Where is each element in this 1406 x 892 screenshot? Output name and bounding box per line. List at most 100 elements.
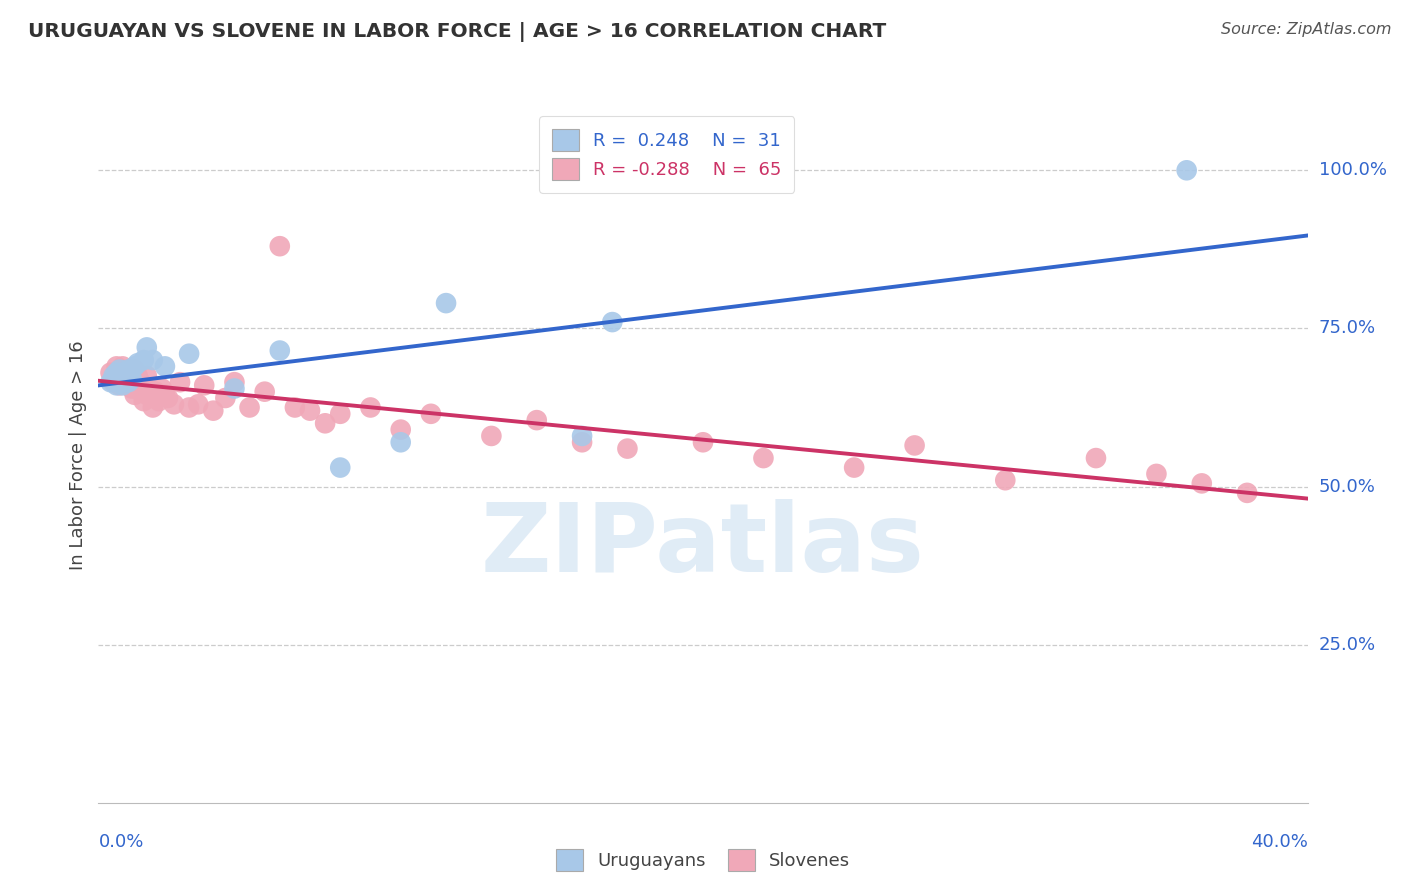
Point — [142, 401, 165, 415]
Point — [253, 384, 276, 399]
Point — [142, 388, 165, 402]
Point — [114, 366, 136, 380]
Text: URUGUAYAN VS SLOVENE IN LABOR FORCE | AGE > 16 CORRELATION CHART: URUGUAYAN VS SLOVENE IN LABOR FORCE | AG… — [28, 22, 886, 42]
Point — [163, 397, 186, 411]
Point — [105, 359, 128, 374]
Point — [616, 442, 638, 456]
Point — [602, 315, 624, 329]
Point — [121, 382, 143, 396]
Point — [214, 391, 236, 405]
Point — [135, 340, 157, 354]
Text: 100.0%: 100.0% — [1319, 161, 1386, 179]
Point — [124, 362, 146, 376]
Point — [108, 375, 131, 389]
Point — [108, 362, 131, 376]
Point — [224, 375, 246, 389]
Point — [129, 384, 152, 399]
Point — [108, 368, 131, 383]
Point — [121, 372, 143, 386]
Point — [360, 401, 382, 415]
Text: 50.0%: 50.0% — [1319, 477, 1375, 496]
Point — [150, 382, 173, 396]
Point — [419, 407, 441, 421]
Point — [177, 347, 201, 361]
Point — [239, 401, 262, 415]
Point — [904, 438, 927, 452]
Point — [118, 375, 141, 389]
Point — [114, 372, 136, 386]
Point — [114, 366, 136, 380]
Point — [481, 429, 503, 443]
Point — [571, 435, 593, 450]
Text: 75.0%: 75.0% — [1319, 319, 1376, 337]
Point — [139, 384, 162, 399]
Text: 40.0%: 40.0% — [1251, 833, 1308, 851]
Point — [111, 372, 134, 386]
Point — [100, 375, 122, 389]
Point — [145, 384, 167, 399]
Point — [118, 362, 141, 376]
Point — [118, 362, 141, 376]
Point — [118, 378, 141, 392]
Point — [193, 378, 215, 392]
Point — [389, 435, 412, 450]
Point — [105, 366, 128, 380]
Point — [1236, 486, 1258, 500]
Point — [1144, 467, 1167, 481]
Point — [202, 403, 225, 417]
Point — [153, 359, 176, 374]
Text: ZIPatlas: ZIPatlas — [481, 499, 925, 592]
Point — [571, 429, 593, 443]
Point — [224, 382, 246, 396]
Point — [100, 366, 122, 380]
Point — [844, 460, 866, 475]
Point — [169, 375, 191, 389]
Point — [1191, 476, 1213, 491]
Point — [142, 353, 165, 368]
Point — [103, 368, 125, 383]
Point — [132, 353, 155, 368]
Point — [108, 378, 131, 392]
Point — [111, 359, 134, 374]
Point — [329, 460, 352, 475]
Point — [132, 378, 155, 392]
Legend: R =  0.248    N =  31, R = -0.288    N =  65: R = 0.248 N = 31, R = -0.288 N = 65 — [538, 116, 794, 193]
Point — [118, 375, 141, 389]
Point — [1175, 163, 1198, 178]
Point — [103, 372, 125, 386]
Point — [752, 451, 775, 466]
Point — [994, 473, 1017, 487]
Text: 0.0%: 0.0% — [98, 833, 143, 851]
Point — [105, 366, 128, 380]
Point — [135, 388, 157, 402]
Text: Source: ZipAtlas.com: Source: ZipAtlas.com — [1222, 22, 1392, 37]
Point — [269, 239, 291, 253]
Point — [314, 417, 336, 431]
Point — [1085, 451, 1108, 466]
Y-axis label: In Labor Force | Age > 16: In Labor Force | Age > 16 — [69, 340, 87, 570]
Point — [124, 378, 146, 392]
Point — [124, 388, 146, 402]
Point — [389, 423, 412, 437]
Point — [132, 394, 155, 409]
Point — [156, 391, 179, 405]
Point — [299, 403, 322, 417]
Text: 25.0%: 25.0% — [1319, 636, 1376, 654]
Point — [692, 435, 714, 450]
Point — [105, 378, 128, 392]
Point — [108, 372, 131, 386]
Point — [129, 375, 152, 389]
Point — [153, 388, 176, 402]
Point — [187, 397, 209, 411]
Point — [269, 343, 291, 358]
Point — [434, 296, 457, 310]
Legend: Uruguayans, Slovenes: Uruguayans, Slovenes — [548, 842, 858, 879]
Point — [148, 394, 170, 409]
Point — [127, 368, 149, 383]
Point — [121, 372, 143, 386]
Point — [177, 401, 201, 415]
Point — [284, 401, 307, 415]
Point — [127, 378, 149, 392]
Point — [127, 356, 149, 370]
Point — [114, 375, 136, 389]
